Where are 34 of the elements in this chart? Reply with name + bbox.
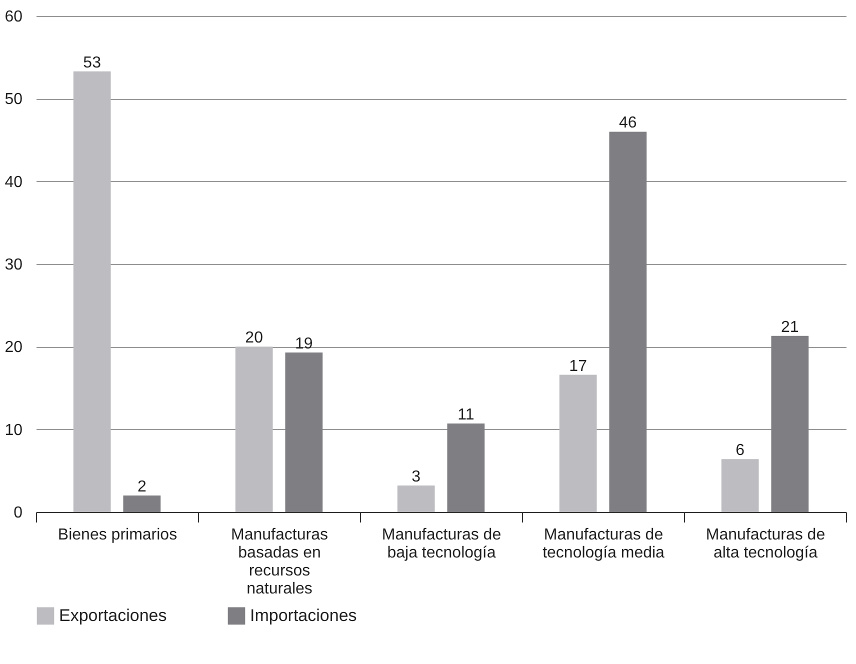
y-tick-label: 30 — [4, 256, 23, 274]
data-label: 3 — [412, 468, 421, 486]
data-label: 11 — [458, 406, 474, 424]
bar — [73, 71, 111, 512]
y-tick-label: 50 — [4, 91, 23, 108]
data-label: 53 — [83, 54, 102, 72]
bar — [397, 486, 435, 512]
x-tick-label: Manufacturas de baja tecnología — [382, 526, 502, 562]
data-label: 2 — [137, 478, 146, 496]
bar — [123, 495, 161, 512]
data-label: 20 — [245, 330, 264, 347]
bar — [285, 352, 323, 512]
data-label: 17 — [569, 358, 588, 375]
bar — [721, 459, 759, 512]
legend-label: Importaciones — [250, 606, 357, 625]
x-tick-label: Manufacturas de tecnología media — [542, 526, 665, 562]
bar — [447, 424, 485, 512]
legend-label: Exportaciones — [59, 606, 167, 625]
x-tick-label: Manufacturas basadas en recursos naturales — [231, 526, 328, 598]
bar — [235, 346, 273, 512]
data-label: 46 — [619, 114, 637, 132]
bar — [559, 374, 597, 512]
data-label: 6 — [736, 442, 745, 460]
y-tick-label: 20 — [4, 339, 23, 356]
data-label: 21 — [781, 318, 799, 336]
y-tick-label: 40 — [4, 174, 23, 191]
x-tick-label: Bienes primarios — [58, 526, 178, 544]
y-tick-label: 0 — [14, 504, 23, 522]
bar — [609, 132, 647, 512]
data-label: 19 — [295, 335, 313, 352]
x-tick-label: Manufacturas de alta tecnología — [706, 526, 826, 562]
y-tick-label: 10 — [4, 422, 23, 439]
y-tick-label: 60 — [4, 8, 23, 26]
bar — [771, 336, 809, 512]
